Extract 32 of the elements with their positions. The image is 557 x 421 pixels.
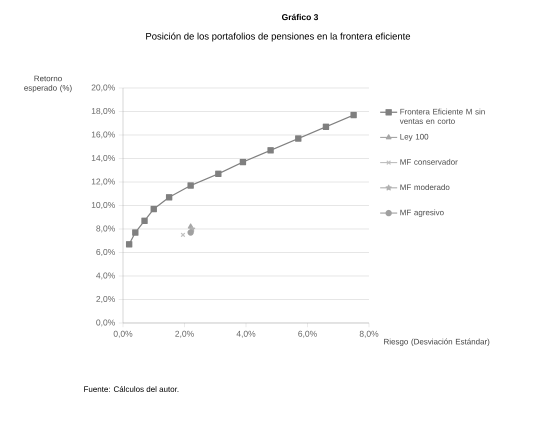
chart-title: Gráfico 3 bbox=[282, 14, 318, 20]
y-tick-label: 8,0% bbox=[96, 226, 115, 232]
point bbox=[187, 229, 194, 236]
point bbox=[150, 206, 157, 212]
x-tick-label: 8,0% bbox=[360, 330, 378, 338]
point bbox=[240, 158, 246, 166]
x-tick-label: 4,0% bbox=[236, 330, 256, 338]
point bbox=[126, 241, 132, 248]
y-tick-label: 4,0% bbox=[96, 272, 115, 280]
y-tick-label: 20,0% bbox=[92, 84, 115, 92]
y-tick-label: 2,0% bbox=[96, 296, 115, 303]
point bbox=[132, 229, 138, 236]
point bbox=[187, 182, 194, 189]
point bbox=[267, 147, 274, 154]
y-tick-label: 16,0% bbox=[92, 132, 115, 138]
chart-subtitle: Posición de los portafolios de pensiones en la frontera eficiente bbox=[146, 32, 410, 42]
x-tick-label: 6,0% bbox=[298, 330, 317, 338]
x-tick-label: 0,0% bbox=[114, 330, 132, 338]
y-tick-label: 0,0% bbox=[96, 320, 115, 326]
y-tick-label: 6,0% bbox=[96, 249, 115, 256]
point bbox=[350, 112, 357, 118]
y-tick-label: 14,0% bbox=[92, 155, 115, 162]
point bbox=[141, 218, 148, 224]
point bbox=[295, 135, 302, 142]
x-tick-label: 2,0% bbox=[175, 330, 194, 338]
point bbox=[215, 170, 222, 177]
y-tick-label: 18,0% bbox=[92, 108, 115, 115]
y-tick-label: 10,0% bbox=[92, 202, 115, 209]
point bbox=[180, 232, 186, 238]
point bbox=[322, 124, 330, 130]
y-tick-label: 12,0% bbox=[92, 178, 115, 186]
point bbox=[166, 194, 172, 200]
